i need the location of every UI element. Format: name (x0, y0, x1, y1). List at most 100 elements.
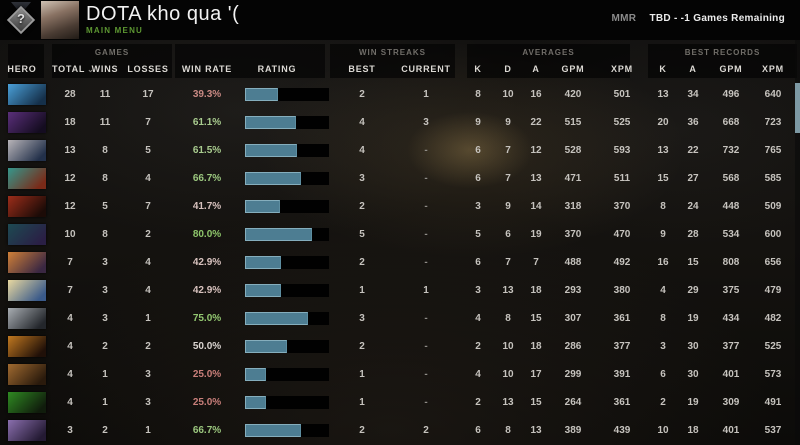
column-header-xpm-12[interactable]: XPM (611, 64, 633, 74)
rating-bar-fill (245, 143, 297, 157)
table-row[interactable]: 18 11 7 61.1% 4 3 9 9 22 515 525 20 36 668 723 (0, 108, 792, 136)
cell-rec-a: 27 (687, 172, 699, 184)
table-row[interactable]: 12 8 4 66.7% 3 - 6 7 13 471 511 15 27 568 585 (0, 164, 792, 192)
cell-win-rate: 61.5% (174, 145, 240, 156)
hero-4-portrait-icon[interactable] (8, 167, 46, 189)
hero-3-portrait-icon[interactable] (8, 139, 46, 161)
cell-wins: 8 (102, 144, 108, 156)
cell-hero (0, 251, 52, 273)
cell-rec-gpm: 375 (722, 284, 740, 296)
cell-best: 3 (359, 172, 365, 184)
hero-13-portrait-icon[interactable] (8, 419, 46, 441)
column-header-k-13[interactable]: K (659, 64, 667, 74)
cell-rec-gpm: 808 (722, 256, 740, 268)
column-header-wins-2[interactable]: WINS (91, 64, 119, 74)
column-header-gpm-15[interactable]: GPM (719, 64, 743, 74)
cell-rec-xpm: 525 (764, 340, 782, 352)
table-row[interactable]: 4 2 2 50.0% 2 - 2 10 18 286 377 3 30 377 525 (0, 332, 792, 360)
hero-10-portrait-icon[interactable] (8, 335, 46, 357)
column-header-win-rate-4[interactable]: WIN RATE (181, 64, 233, 74)
cell-gpm: 420 (564, 88, 582, 100)
cell-best: 2 (359, 256, 365, 268)
column-header-a-14[interactable]: A (689, 64, 697, 74)
cell-d: 10 (502, 88, 514, 100)
cell-rec-k: 8 (660, 200, 666, 212)
table-row[interactable]: 4 1 3 25.0% 1 - 4 10 17 299 391 6 30 401 573 (0, 360, 792, 388)
cell-k: 8 (475, 88, 481, 100)
table-row[interactable]: 7 3 4 42.9% 2 - 6 7 7 488 492 16 15 808 656 (0, 248, 792, 276)
hero-1-portrait-icon[interactable] (8, 83, 46, 105)
hero-5-portrait-icon[interactable] (8, 195, 46, 217)
rating-bar-track (245, 143, 329, 157)
cell-k: 6 (475, 256, 481, 268)
rating-bar-track (245, 311, 329, 325)
table-row[interactable]: 7 3 4 42.9% 1 1 3 13 18 293 380 4 29 375 479 (0, 276, 792, 304)
cell-rec-a: 34 (687, 88, 699, 100)
group-label-win-streaks: WIN STREAKS (359, 48, 426, 57)
main-menu-link[interactable]: MAIN MENU (86, 26, 144, 35)
rating-bar-fill (245, 339, 287, 353)
cell-hero (0, 335, 52, 357)
cell-gpm: 293 (564, 284, 582, 296)
cell-total: 28 (64, 88, 76, 100)
cell-rec-xpm: 509 (764, 200, 782, 212)
column-header-a-10[interactable]: A (532, 64, 540, 74)
cell-a: 13 (530, 424, 542, 436)
cell-k: 5 (475, 228, 481, 240)
column-header-rating-5[interactable]: RATING (257, 64, 297, 74)
cell-wins: 2 (102, 424, 108, 436)
hero-9-portrait-icon[interactable] (8, 307, 46, 329)
cell-total: 4 (67, 368, 73, 380)
column-header-best-6[interactable]: BEST (348, 64, 376, 74)
cell-rec-k: 6 (660, 368, 666, 380)
scrollbar-thumb[interactable] (795, 83, 800, 133)
table-header: GAMES WIN STREAKS AVERAGES BEST RECORDS … (0, 44, 800, 78)
table-row[interactable]: 4 3 1 75.0% 3 - 4 8 15 307 361 8 19 434 482 (0, 304, 792, 332)
column-header-xpm-16[interactable]: XPM (762, 64, 784, 74)
table-row[interactable]: 3 2 1 66.7% 2 2 6 8 13 389 439 10 18 401 537 (0, 416, 792, 444)
cell-k: 6 (475, 144, 481, 156)
column-header-total-1[interactable]: TOTAL ⌄ (52, 64, 95, 74)
cell-rec-k: 8 (660, 312, 666, 324)
column-header-gpm-11[interactable]: GPM (561, 64, 585, 74)
hero-2-portrait-icon[interactable] (8, 111, 46, 133)
cell-rec-gpm: 534 (722, 228, 740, 240)
hero-7-portrait-icon[interactable] (8, 251, 46, 273)
table-row[interactable]: 28 11 17 39.3% 2 1 8 10 16 420 501 13 34 496 640 (0, 80, 792, 108)
cell-a: 16 (530, 88, 542, 100)
column-header-losses-3[interactable]: LOSSES (127, 64, 169, 74)
cell-rec-gpm: 448 (722, 200, 740, 212)
avatar[interactable] (41, 1, 79, 39)
column-header-hero-0[interactable]: HERO (7, 64, 37, 74)
cell-rating (240, 367, 334, 381)
cell-rec-a: 15 (687, 256, 699, 268)
table-row[interactable]: 13 8 5 61.5% 4 - 6 7 12 528 593 13 22 732 765 (0, 136, 792, 164)
cell-rec-gpm: 732 (722, 144, 740, 156)
win-rate-value: 25.0% (192, 368, 222, 380)
cell-xpm: 377 (613, 340, 631, 352)
scrollbar-track[interactable] (795, 40, 800, 445)
hero-11-portrait-icon[interactable] (8, 363, 46, 385)
cell-rec-a: 24 (687, 200, 699, 212)
win-rate-value: 39.3% (192, 88, 222, 100)
cell-a: 22 (530, 116, 542, 128)
hero-8-portrait-icon[interactable] (8, 279, 46, 301)
hero-6-portrait-icon[interactable] (8, 223, 46, 245)
cell-rating (240, 171, 334, 185)
cell-total: 3 (67, 424, 73, 436)
hero-stats-table: 28 11 17 39.3% 2 1 8 10 16 420 501 13 34 496 640 18 11 7 6… (0, 80, 792, 444)
table-row[interactable]: 10 8 2 80.0% 5 - 5 6 19 370 470 9 28 534 600 (0, 220, 792, 248)
cell-rec-xpm: 656 (764, 256, 782, 268)
column-header-current-7[interactable]: CURRENT (401, 64, 451, 74)
cell-rating (240, 311, 334, 325)
column-header-k-8[interactable]: K (474, 64, 482, 74)
table-row[interactable]: 12 5 7 41.7% 2 - 3 9 14 318 370 8 24 448 509 (0, 192, 792, 220)
cell-total: 13 (64, 144, 76, 156)
hero-12-portrait-icon[interactable] (8, 391, 46, 413)
cell-wins: 11 (99, 116, 111, 128)
table-row[interactable]: 4 1 3 25.0% 1-2 13 15 264 361 2 19 309 491 (0, 388, 792, 416)
cell-rec-gpm: 309 (722, 396, 740, 408)
cell-rating (240, 115, 334, 129)
column-header-d-9[interactable]: D (504, 64, 512, 74)
cell-k: 2 (475, 396, 481, 408)
